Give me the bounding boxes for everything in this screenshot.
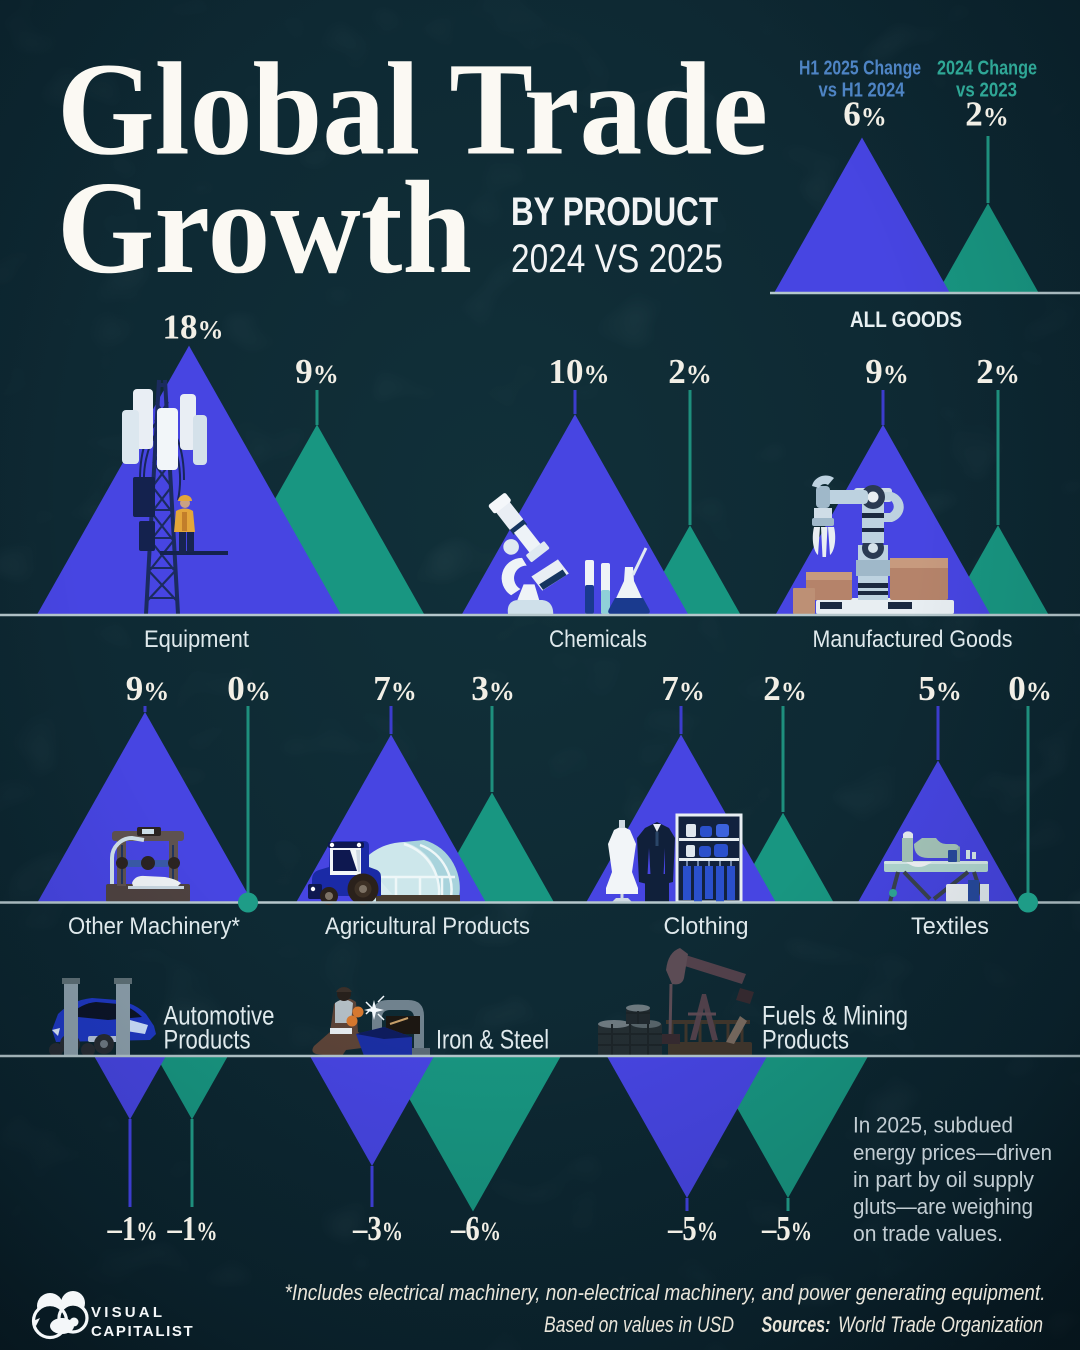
svg-text:CAPITALIST: CAPITALIST	[91, 1323, 194, 1340]
svg-text:in part by oil supply: in part by oil supply	[853, 1167, 1034, 1192]
svg-text:Global Trade: Global Trade	[57, 35, 768, 183]
svg-text:Growth: Growth	[57, 153, 472, 301]
svg-text:Based on values in USD: Based on values in USD	[544, 1312, 734, 1337]
svg-text:BY PRODUCT: BY PRODUCT	[511, 190, 718, 234]
svg-text:VISUAL: VISUAL	[91, 1304, 165, 1321]
svg-text:–5%: –5%	[761, 1209, 812, 1248]
svg-text:Textiles: Textiles	[911, 913, 989, 940]
svg-text:2024 Change: 2024 Change	[937, 58, 1037, 80]
svg-text:Iron & Steel: Iron & Steel	[436, 1025, 549, 1055]
svg-text:on trade values.: on trade values.	[853, 1221, 1003, 1246]
svg-text:Fuels & Mining: Fuels & Mining	[762, 1001, 908, 1031]
svg-text:Other Machinery*: Other Machinery*	[68, 913, 240, 940]
svg-text:vs 2023: vs 2023	[956, 80, 1017, 102]
svg-text:gluts—are weighing: gluts—are weighing	[853, 1194, 1033, 1219]
svg-text:–1%: –1%	[167, 1209, 218, 1248]
svg-text:Sources:: Sources:	[762, 1312, 831, 1337]
svg-text:In 2025, subdued: In 2025, subdued	[853, 1113, 1013, 1138]
svg-text:*Includes electrical machinery: *Includes electrical machinery, non-elec…	[285, 1280, 1046, 1305]
svg-text:H1 2025 Change: H1 2025 Change	[799, 58, 921, 80]
svg-text:Products: Products	[762, 1025, 849, 1055]
svg-text:Automotive: Automotive	[164, 1001, 275, 1031]
svg-text:Products: Products	[164, 1025, 251, 1055]
svg-text:Agricultural Products: Agricultural Products	[325, 913, 530, 940]
svg-text:Manufactured Goods: Manufactured Goods	[813, 626, 1013, 653]
svg-text:Clothing: Clothing	[664, 913, 749, 940]
svg-text:10%: 10%	[549, 352, 610, 391]
svg-text:energy prices—driven: energy prices—driven	[853, 1140, 1052, 1165]
svg-text:ALL GOODS: ALL GOODS	[850, 307, 962, 332]
svg-text:World Trade Organization: World Trade Organization	[838, 1312, 1043, 1337]
svg-text:–5%: –5%	[667, 1209, 718, 1248]
svg-text:2024 VS 2025: 2024 VS 2025	[511, 237, 723, 281]
svg-text:Chemicals: Chemicals	[549, 626, 647, 653]
svg-text:vs H1 2024: vs H1 2024	[819, 80, 906, 102]
svg-text:Equipment: Equipment	[144, 626, 249, 653]
